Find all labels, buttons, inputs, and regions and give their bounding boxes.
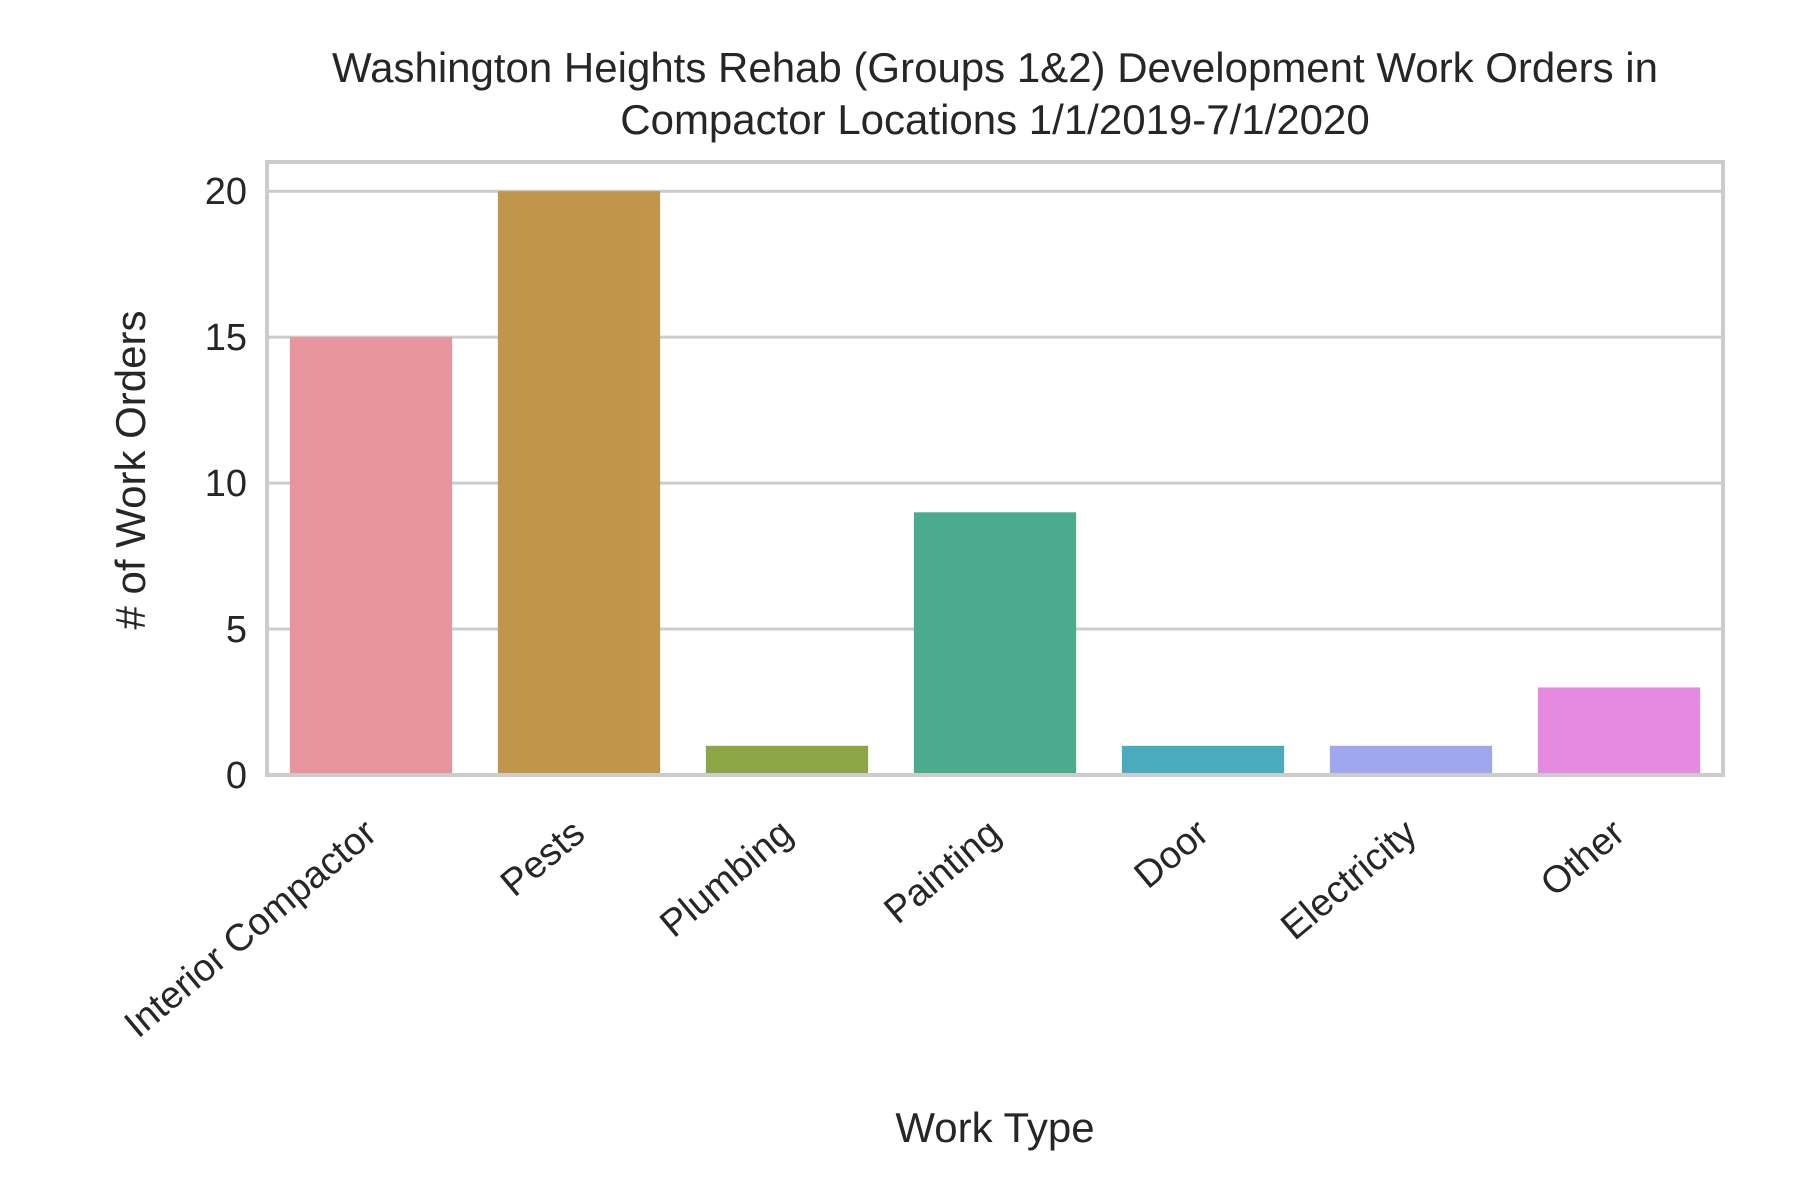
y-tick-label: 0 <box>226 755 247 797</box>
bar-other <box>1537 687 1701 775</box>
y-tick-label: 20 <box>205 171 247 213</box>
x-tick-label: Plumbing <box>652 812 800 946</box>
x-tick-label: Electricity <box>1273 812 1425 949</box>
x-tick-label: Pests <box>493 812 593 905</box>
x-tick-labels: Interior Compactor Pests Plumbing Painting D… <box>117 812 1633 1047</box>
bar-painting <box>913 512 1077 775</box>
y-tick-labels: 0 5 10 15 20 <box>205 171 247 797</box>
x-axis-label: Work Type <box>895 1104 1094 1151</box>
x-tick-label: Interior Compactor <box>117 812 385 1047</box>
bar-plumbing <box>705 745 869 775</box>
x-tick-label: Painting <box>877 812 1009 932</box>
plot-frame <box>265 160 1725 777</box>
bars <box>289 191 1701 775</box>
bar-pests <box>497 191 661 775</box>
y-tick-label: 5 <box>226 609 247 651</box>
bar-interior-compactor <box>289 337 453 775</box>
chart-title: Washington Heights Rehab (Groups 1&2) De… <box>332 44 1658 143</box>
bar-electricity <box>1329 745 1493 775</box>
chart-title-line-2: Compactor Locations 1/1/2019-7/1/2020 <box>620 96 1370 143</box>
chart-title-line-1: Washington Heights Rehab (Groups 1&2) De… <box>332 44 1658 91</box>
x-tick-label: Other <box>1533 812 1633 905</box>
y-tick-label: 15 <box>205 317 247 359</box>
y-tick-label: 10 <box>205 463 247 505</box>
bar-door <box>1121 745 1285 775</box>
x-tick-label: Door <box>1127 812 1217 897</box>
y-axis-label: # of Work Orders <box>107 311 154 630</box>
